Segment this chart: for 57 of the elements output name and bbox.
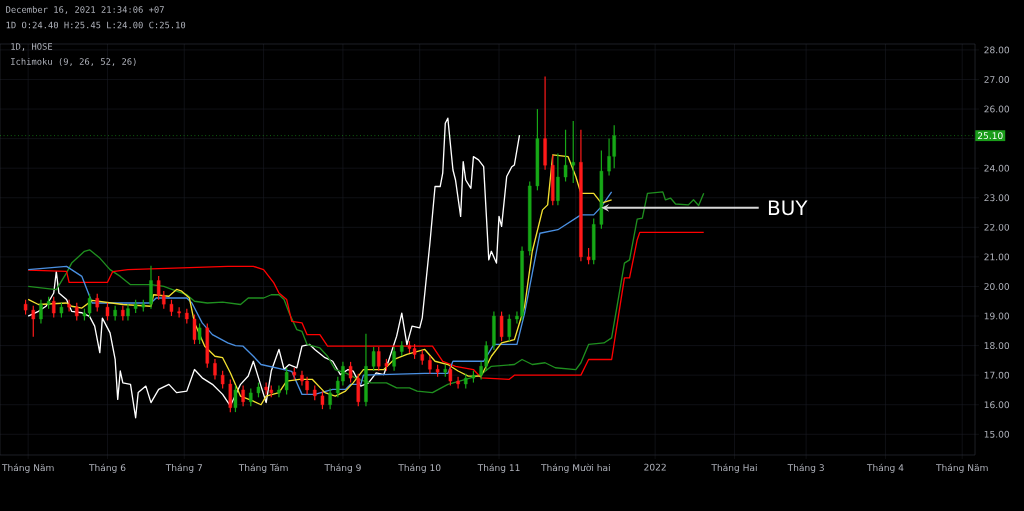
y-tick-label: 27.00 xyxy=(984,76,1010,83)
line-series xyxy=(27,154,613,406)
candlestick xyxy=(197,322,202,345)
candlestick xyxy=(192,313,197,345)
candlestick xyxy=(233,384,238,413)
y-tick-label: 20.00 xyxy=(984,283,1010,290)
y-tick-label: 26.00 xyxy=(984,105,1010,113)
candlestick xyxy=(205,322,210,369)
text: December 16, 2021 21:34:06 +07 xyxy=(6,6,164,14)
y-tick-label: 15.00 xyxy=(984,430,1010,438)
y-tick-label: 16.00 xyxy=(984,401,1010,409)
candlestick xyxy=(31,305,35,338)
candlestick xyxy=(348,361,353,384)
candlestick xyxy=(563,129,568,183)
text: Ichimoku (9, 26, 52, 26) xyxy=(11,58,136,66)
x-tick-label: Tháng 6 xyxy=(88,463,126,473)
x-tick-label: Tháng Năm xyxy=(936,463,988,473)
candlestick xyxy=(456,376,460,390)
x-tick-label: Tháng Mười hai xyxy=(540,463,610,473)
candlestick xyxy=(177,306,181,319)
candlestick xyxy=(277,384,281,398)
candlestick xyxy=(535,108,540,191)
y-tick-label: 23.00 xyxy=(984,194,1010,202)
x-tick-label: Tháng 3 xyxy=(787,463,824,473)
x-tick-label: Tháng Năm xyxy=(1,463,54,473)
y-tick-label: 17.00 xyxy=(984,371,1010,379)
y-tick-label: 22.00 xyxy=(984,223,1010,231)
ref-line-label: 25.10 xyxy=(977,132,1003,140)
x-tick-label: Tháng 9 xyxy=(324,463,361,473)
text: 1D O:24.40 H:25.45 L:24.00 C:25.10 xyxy=(6,21,186,29)
line-series xyxy=(27,117,521,419)
y-tick-label: 24.00 xyxy=(984,164,1010,172)
x-tick-label: Tháng 11 xyxy=(477,463,520,473)
x-tick-label: 2022 xyxy=(644,463,666,471)
candlestick xyxy=(448,364,453,387)
x-tick-label: Tháng Tám xyxy=(238,463,288,473)
y-tick-label: 19.00 xyxy=(984,312,1010,320)
x-tick-label: Tháng Hai xyxy=(711,463,757,473)
y-tick-label: 28.00 xyxy=(984,46,1010,54)
x-tick-label: Tháng 7 xyxy=(165,463,202,473)
candlestick xyxy=(599,149,604,230)
candlestick xyxy=(371,346,376,372)
x-tick-label: Tháng 4 xyxy=(866,463,904,473)
candlestick xyxy=(356,373,361,407)
candlestick xyxy=(52,296,56,319)
candlestick xyxy=(507,313,511,342)
y-tick-label: 21.00 xyxy=(984,253,1010,261)
annotation: BUY xyxy=(768,200,808,216)
candlestick xyxy=(571,120,575,184)
candlestick xyxy=(377,346,381,372)
candlestick xyxy=(228,379,233,413)
y-tick-label: 18.00 xyxy=(984,342,1010,350)
candlestick xyxy=(284,367,289,395)
chart-title: 1D, HOSE xyxy=(11,43,53,51)
x-tick-label: Tháng 10 xyxy=(398,463,441,473)
candlestick xyxy=(499,310,504,342)
line-series xyxy=(27,231,705,380)
